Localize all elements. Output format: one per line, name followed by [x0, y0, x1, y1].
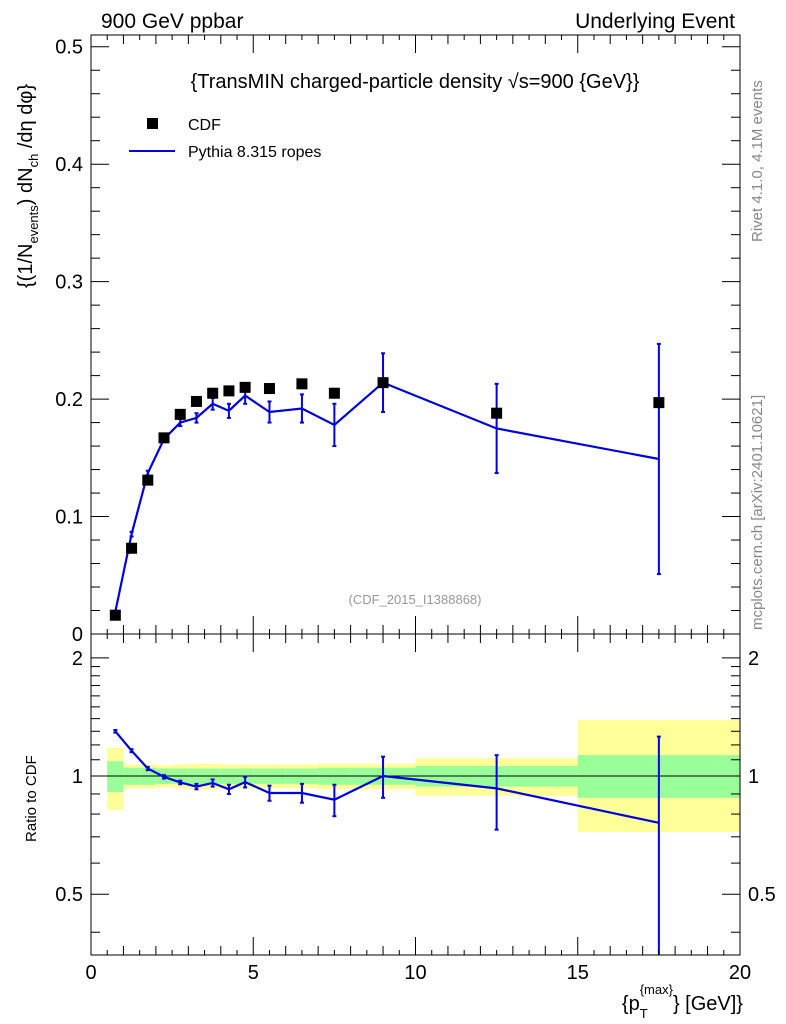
ratio-y-tick-label: 1 [72, 766, 83, 788]
cdf-data-point [207, 387, 219, 399]
ratio-plot-panel: 0.5 0.51 12 20 5 10 15 20 Ratio to CDF [23, 633, 776, 984]
cdf-data-point [263, 383, 275, 395]
ratio-y-tick-label: 2 [72, 648, 83, 670]
main-y-tick-label: 0.3 [55, 272, 83, 294]
main-y-tick-label: 0.4 [55, 154, 83, 176]
main-y-tick-label: 0.2 [55, 389, 83, 411]
ratio-y-tick-label-right: 0.5 [748, 884, 776, 906]
cdf-data-point [296, 378, 308, 390]
ratio-y-tick-label: 0.5 [55, 884, 83, 906]
cdf-data-point [491, 407, 503, 419]
main-y-tick-label: 0 [72, 624, 83, 646]
cdf-data-point [377, 377, 389, 389]
main-y-axis-label: {(1/Nevents) dNch /dη dφ} [15, 84, 41, 288]
ratio-y-tick-label-right: 1 [748, 766, 759, 788]
cdf-data-point [223, 385, 235, 397]
main-y-tick-label: 0.1 [55, 507, 83, 529]
x-tick-label: 5 [248, 962, 259, 984]
x-tick-label: 0 [85, 962, 96, 984]
main-plot-title: {TransMIN charged-particle density √s=90… [191, 71, 640, 93]
legend-cdf-marker [147, 118, 158, 129]
cdf-data-point [142, 474, 154, 486]
main-y-tick-label: 0.5 [55, 37, 83, 59]
ratio-y-tick-label-right: 2 [748, 648, 759, 670]
cdf-uncertainty-band-inner [107, 761, 124, 793]
legend-cdf-label: CDF [188, 117, 221, 134]
cdf-data-point [239, 381, 251, 393]
mcplots-label: mcplots.cern.ch [arXiv:2401.10621] [749, 395, 766, 630]
ratio-y-axis-label: Ratio to CDF [23, 755, 40, 842]
legend-pythia-label: Pythia 8.315 ropes [188, 144, 321, 161]
header-right-label: Underlying Event [575, 10, 735, 33]
cdf-data-point [109, 609, 121, 621]
cdf-data-point [126, 542, 138, 554]
cdf-data-point [653, 397, 665, 409]
cdf-data-point [158, 432, 170, 444]
x-tick-label: 10 [404, 962, 426, 984]
cdf-data-point [328, 387, 340, 399]
x-axis-label: {pT{max}} [GeV]} [622, 982, 743, 1021]
legend: CDF Pythia 8.315 ropes [129, 117, 321, 161]
x-tick-label: 15 [567, 962, 589, 984]
cdf-data-point [174, 408, 186, 420]
header-left-label: 900 GeV ppbar [101, 10, 243, 33]
x-tick-label: 20 [729, 962, 751, 984]
cdf-data-point [190, 395, 202, 407]
rivet-version-label: Rivet 4.1.0, 4.1M events [749, 80, 766, 242]
analysis-id-label: (CDF_2015_I1388868) [349, 592, 482, 607]
main-plot-panel: 0 0.1 0.2 0.3 0.4 0.5 {TransMIN charged-parti… [15, 34, 741, 646]
